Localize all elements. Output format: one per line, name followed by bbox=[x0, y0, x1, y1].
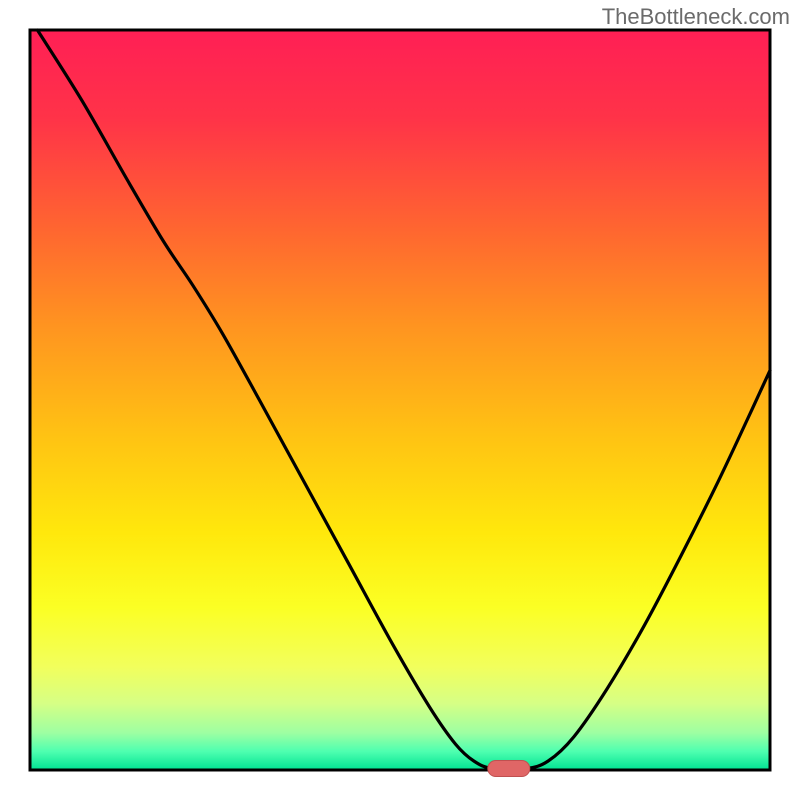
minimum-marker bbox=[488, 761, 530, 777]
chart-svg bbox=[0, 0, 800, 800]
watermark-text: TheBottleneck.com bbox=[602, 4, 790, 30]
bottleneck-chart: TheBottleneck.com bbox=[0, 0, 800, 800]
